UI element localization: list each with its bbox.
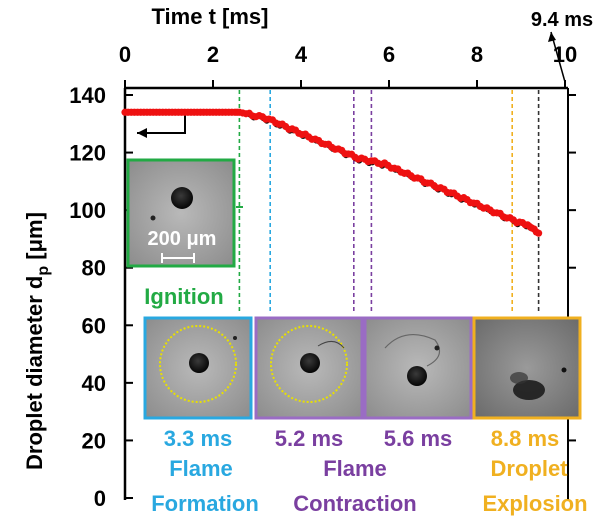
event-time-label: 5.6 ms [384, 426, 453, 451]
y-tick-label: 20 [82, 428, 106, 453]
event-frame [363, 316, 473, 420]
y-axis-ticks: 0 20 40 60 80 100 120 140 [69, 83, 576, 511]
x-axis-title: Time t [ms] [152, 4, 269, 29]
flame-ring [270, 325, 348, 403]
left-axis-arrow [137, 113, 186, 134]
data-point [535, 229, 543, 237]
particle [150, 215, 156, 221]
diameter-series [121, 108, 543, 237]
y-axis-title: Droplet diameter dp [μm] [22, 212, 52, 470]
y-axis-title-sub: p [35, 266, 52, 276]
y-axis-title-unit: [μm] [22, 212, 47, 266]
x-tick-label: 10 [553, 42, 577, 67]
event-name-line2: Contraction [293, 491, 416, 516]
x-tick-label: 4 [295, 42, 308, 67]
droplet [407, 366, 427, 386]
particle [434, 345, 440, 351]
y-tick-label: 80 [82, 256, 106, 281]
flame-ring [159, 325, 237, 403]
y-tick-label: 100 [69, 198, 106, 223]
explosion-debris [513, 380, 545, 400]
y-tick-label: 140 [69, 83, 106, 108]
event-labels: 3.3 ms 5.2 ms 5.6 ms 8.8 ms Flame Formation Fl… [151, 426, 587, 516]
explosion-debris [510, 372, 528, 384]
left-axis-arrowhead [137, 128, 147, 138]
end-time-arrowhead [548, 32, 556, 42]
event-name-line2: Explosion [482, 491, 587, 516]
event-time-label: 5.2 ms [275, 426, 344, 451]
x-tick-label: 8 [471, 42, 483, 67]
event-time-label: 3.3 ms [164, 426, 233, 451]
event-frames [143, 316, 582, 420]
end-time-label: 9.4 ms [531, 9, 593, 31]
ignition-image: 200 μm [126, 158, 236, 268]
event-name-line1: Flame [169, 456, 233, 481]
event-time-label: 8.8 ms [491, 426, 560, 451]
y-tick-label: 0 [94, 486, 106, 511]
event-frame [254, 316, 364, 420]
event-frame [143, 316, 253, 420]
scale-bar-label: 200 μm [148, 228, 217, 250]
y-tick-label: 40 [82, 371, 106, 396]
y-tick-label: 60 [82, 313, 106, 338]
event-name-line2: Formation [151, 491, 259, 516]
event-frame [472, 316, 582, 420]
y-tick-label: 120 [69, 141, 106, 166]
event-name-line1: Droplet [491, 456, 569, 481]
particle [561, 367, 567, 373]
droplet [300, 353, 320, 373]
frame-background [472, 316, 582, 420]
particle [233, 336, 237, 340]
x-tick-label: 0 [119, 42, 131, 67]
flame-outline [384, 333, 441, 367]
droplet [171, 187, 193, 209]
event-lines [238, 90, 540, 312]
ignition-label: Ignition [144, 284, 223, 309]
y-axis-title-main: Droplet diameter d [22, 276, 47, 470]
x-tick-label: 6 [383, 42, 395, 67]
x-tick-label: 2 [207, 42, 219, 67]
x-axis-ticks: 0 2 4 6 8 10 [119, 42, 577, 88]
droplet [189, 353, 209, 373]
flame-edge [317, 341, 345, 349]
event-name-line1: Flame [323, 456, 387, 481]
